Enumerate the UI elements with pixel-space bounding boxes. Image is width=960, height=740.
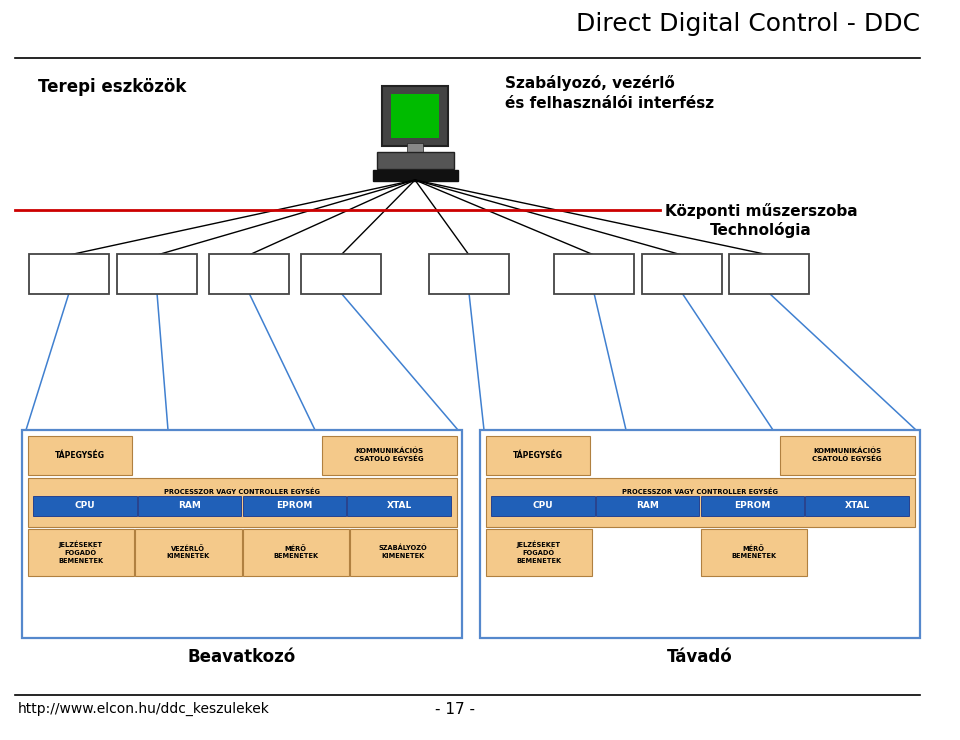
FancyBboxPatch shape [243,497,346,516]
Text: JELZÉSEKET
FOGADÓ
BEMENETEK: JELZÉSEKET FOGADÓ BEMENETEK [516,540,562,564]
FancyBboxPatch shape [117,254,197,294]
FancyBboxPatch shape [34,497,136,516]
Text: Távadó: Távadó [667,648,732,666]
FancyBboxPatch shape [28,436,132,474]
Text: http://www.elcon.hu/ddc_keszulekek: http://www.elcon.hu/ddc_keszulekek [18,702,270,716]
Text: RAM: RAM [636,502,660,511]
Text: EPROM: EPROM [276,502,313,511]
Text: Terepi eszközök: Terepi eszközök [38,78,186,96]
FancyBboxPatch shape [209,254,289,294]
Text: JELZÉSEKET
FOGADÓ
BEMENETEK: JELZÉSEKET FOGADÓ BEMENETEK [59,540,104,564]
FancyBboxPatch shape [596,497,699,516]
FancyBboxPatch shape [138,497,241,516]
FancyBboxPatch shape [322,436,457,474]
FancyBboxPatch shape [135,528,242,576]
Text: PROCESSZOR VAGY CONTROLLER EGYSÉG: PROCESSZOR VAGY CONTROLLER EGYSÉG [622,488,778,494]
Text: Technológia: Technológia [710,222,812,238]
Text: XTAL: XTAL [845,502,870,511]
Text: Direct Digital Control - DDC: Direct Digital Control - DDC [576,12,920,36]
FancyBboxPatch shape [805,497,909,516]
FancyBboxPatch shape [642,254,722,294]
Text: Szabályozó, vezérlő
és felhasználói interfész: Szabályozó, vezérlő és felhasználói inte… [505,75,714,111]
FancyBboxPatch shape [28,477,457,526]
FancyBboxPatch shape [492,497,594,516]
FancyBboxPatch shape [28,528,134,576]
FancyBboxPatch shape [554,254,634,294]
FancyBboxPatch shape [243,528,349,576]
FancyBboxPatch shape [729,254,809,294]
Text: TÁPEGYSÉG: TÁPEGYSÉG [55,451,105,460]
FancyBboxPatch shape [480,430,920,638]
Text: RAM: RAM [179,502,201,511]
Text: CPU: CPU [75,502,95,511]
FancyBboxPatch shape [348,497,451,516]
Text: EPROM: EPROM [734,502,771,511]
FancyBboxPatch shape [780,436,915,474]
Text: KOMMUNIKÁCIÓS
CSATOLÓ EGYSÉG: KOMMUNIKÁCIÓS CSATOLÓ EGYSÉG [354,448,423,462]
FancyBboxPatch shape [486,477,915,526]
Text: MÉRŐ
BEMENETEK: MÉRŐ BEMENETEK [274,545,319,559]
FancyBboxPatch shape [29,254,109,294]
FancyBboxPatch shape [350,528,457,576]
FancyBboxPatch shape [429,254,509,294]
FancyBboxPatch shape [376,152,453,169]
Text: Központi műszerszoba: Központi műszerszoba [665,203,857,219]
FancyBboxPatch shape [486,528,592,576]
Text: SZABÁLYOZÓ
KIMENETEK: SZABÁLYOZÓ KIMENETEK [379,545,427,559]
Text: PROCESSZOR VAGY CONTROLLER EGYSÉG: PROCESSZOR VAGY CONTROLLER EGYSÉG [164,488,320,494]
Text: MÉRŐ
BEMENETEK: MÉRŐ BEMENETEK [732,545,777,559]
Text: CPU: CPU [533,502,553,511]
FancyBboxPatch shape [22,430,462,638]
FancyBboxPatch shape [372,169,458,181]
Text: Beavatkozó: Beavatkozó [188,648,296,666]
Text: KOMMUNIKÁCIÓS
CSATOLÓ EGYSÉG: KOMMUNIKÁCIÓS CSATOLÓ EGYSÉG [812,448,882,462]
FancyBboxPatch shape [701,528,807,576]
Text: XTAL: XTAL [387,502,412,511]
FancyBboxPatch shape [701,497,804,516]
Text: TÁPEGYSÉG: TÁPEGYSÉG [513,451,563,460]
FancyBboxPatch shape [486,436,589,474]
FancyBboxPatch shape [382,86,448,146]
FancyBboxPatch shape [301,254,381,294]
Bar [407,143,423,155]
Text: VEZÉRLŐ
KIMENETEK: VEZÉRLŐ KIMENETEK [167,545,210,559]
Bar [391,94,439,138]
Text: - 17 -: - 17 - [435,702,475,717]
